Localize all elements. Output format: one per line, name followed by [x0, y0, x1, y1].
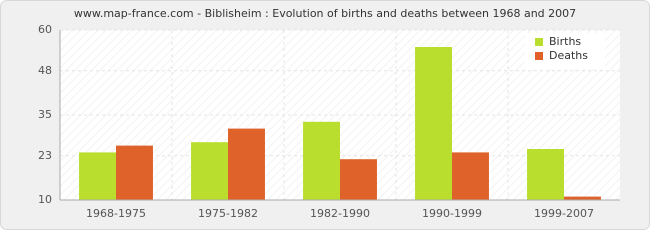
x-tick-label: 1990-1999 [422, 207, 482, 220]
y-tick-label: 48 [38, 64, 52, 77]
legend-label: Births [549, 35, 581, 48]
x-tick-label: 1975-1982 [198, 207, 258, 220]
bar [415, 47, 452, 200]
bar [116, 145, 153, 200]
bar [303, 121, 340, 200]
chart-title: www.map-france.com - Biblisheim : Evolut… [74, 7, 576, 20]
chart: www.map-france.com - Biblisheim : Evolut… [0, 0, 650, 230]
bar [228, 128, 265, 200]
y-tick-label: 23 [38, 149, 52, 162]
bar [527, 149, 564, 200]
bar [452, 152, 489, 200]
x-tick-label: 1999-2007 [534, 207, 594, 220]
bar [191, 142, 228, 200]
x-tick-label: 1982-1990 [310, 207, 370, 220]
bar [564, 196, 601, 200]
legend-label: Deaths [549, 49, 588, 62]
y-tick-label: 10 [38, 193, 52, 206]
bar [340, 159, 377, 200]
legend-swatch [535, 38, 543, 46]
x-tick-label: 1968-1975 [86, 207, 146, 220]
bar [79, 152, 116, 200]
y-tick-label: 60 [38, 23, 52, 36]
y-tick-label: 35 [38, 108, 52, 121]
legend-swatch [535, 52, 543, 60]
